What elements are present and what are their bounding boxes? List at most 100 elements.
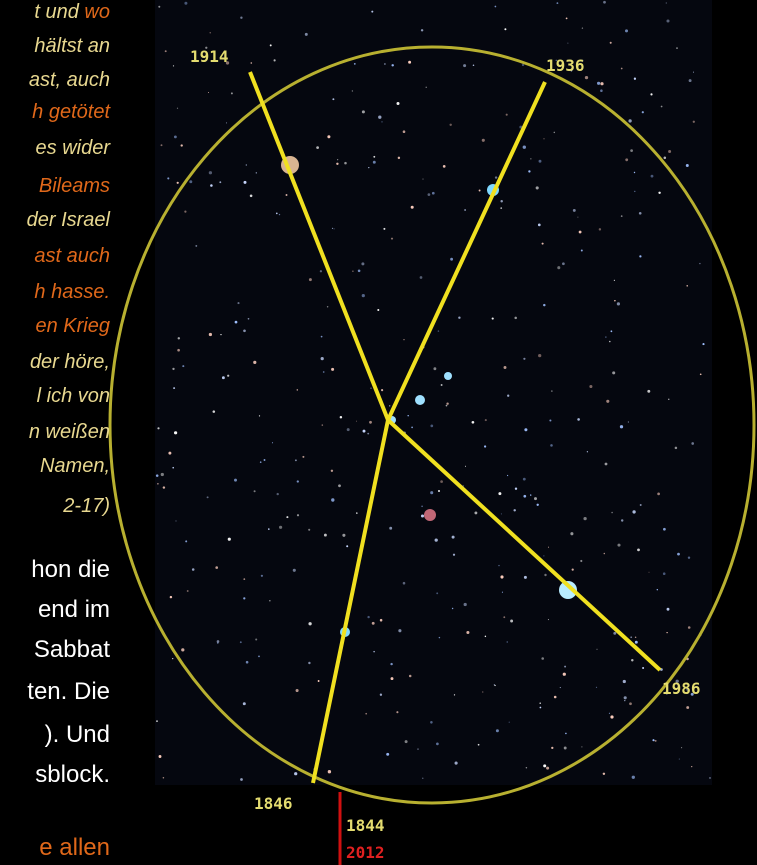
star xyxy=(465,466,466,467)
star xyxy=(513,509,515,511)
star xyxy=(579,231,582,234)
star xyxy=(663,572,666,575)
star xyxy=(585,76,588,79)
star xyxy=(274,59,276,61)
star xyxy=(536,186,539,189)
star xyxy=(666,19,669,22)
star xyxy=(472,421,475,424)
star xyxy=(504,28,506,30)
star xyxy=(181,144,183,146)
star xyxy=(328,770,331,773)
quote-text: h getötet xyxy=(32,101,110,123)
quote-line: hältst an xyxy=(34,34,110,58)
star xyxy=(523,146,526,149)
star xyxy=(159,755,162,758)
star xyxy=(167,177,169,179)
star xyxy=(612,371,615,374)
star xyxy=(438,490,440,492)
star xyxy=(634,78,636,80)
quote-line: es wider xyxy=(36,136,110,160)
star xyxy=(334,228,335,229)
star xyxy=(524,576,527,579)
star xyxy=(663,528,666,531)
star xyxy=(323,371,325,373)
quote-line: h getötet xyxy=(32,100,110,124)
star xyxy=(370,388,371,389)
star xyxy=(621,519,623,521)
star xyxy=(523,478,526,481)
star xyxy=(332,228,333,229)
star xyxy=(259,415,260,416)
body-line: hon die xyxy=(31,556,110,584)
quote-line: en Krieg xyxy=(36,314,111,338)
star xyxy=(492,318,494,320)
star xyxy=(269,600,270,601)
star xyxy=(625,158,628,161)
star xyxy=(441,384,443,386)
star xyxy=(173,65,174,66)
quote-text: l ich von xyxy=(37,385,110,407)
star xyxy=(495,176,497,178)
star xyxy=(362,110,365,113)
star xyxy=(163,777,165,779)
quote-text: hältst an xyxy=(34,35,110,57)
star xyxy=(243,597,245,599)
star xyxy=(322,424,323,425)
star xyxy=(365,713,367,715)
star xyxy=(664,157,667,160)
quote-line: ast, auch xyxy=(29,68,110,92)
star xyxy=(482,691,483,692)
quote-text: Namen, xyxy=(40,455,110,477)
star xyxy=(168,452,171,455)
star xyxy=(617,544,620,547)
star xyxy=(340,416,342,418)
star xyxy=(157,427,159,429)
star xyxy=(565,733,567,735)
star xyxy=(632,510,635,513)
quote-line: ast auch xyxy=(34,244,110,268)
star xyxy=(599,228,601,230)
star xyxy=(625,29,628,32)
star xyxy=(352,90,353,91)
star xyxy=(463,64,466,67)
star xyxy=(220,334,221,335)
star xyxy=(446,405,448,407)
star xyxy=(373,161,376,164)
star xyxy=(452,536,455,539)
star xyxy=(675,447,678,450)
star xyxy=(580,560,582,562)
star xyxy=(686,164,689,167)
star xyxy=(567,43,568,44)
star xyxy=(411,206,414,209)
quote-text: wo xyxy=(84,1,110,23)
star xyxy=(495,6,497,8)
star xyxy=(170,596,172,598)
star xyxy=(485,636,486,637)
star xyxy=(455,762,458,765)
star xyxy=(526,767,527,768)
star xyxy=(688,626,691,629)
star xyxy=(688,556,690,558)
quote-text: der Israel xyxy=(27,209,110,231)
star xyxy=(581,746,582,747)
star xyxy=(543,555,544,556)
star xyxy=(642,111,644,113)
star xyxy=(174,135,177,138)
star xyxy=(478,744,480,746)
star xyxy=(523,495,526,498)
star xyxy=(606,400,609,403)
star xyxy=(693,121,695,123)
star xyxy=(297,480,299,482)
star xyxy=(564,666,566,668)
star xyxy=(358,270,361,273)
star xyxy=(681,747,682,748)
star xyxy=(356,512,358,514)
star xyxy=(208,92,209,93)
star xyxy=(542,243,544,245)
quote-text: es wider xyxy=(36,137,110,159)
star xyxy=(331,498,334,501)
star xyxy=(583,517,586,520)
label: 1936 xyxy=(546,56,585,75)
star xyxy=(666,632,667,633)
star xyxy=(440,480,443,483)
